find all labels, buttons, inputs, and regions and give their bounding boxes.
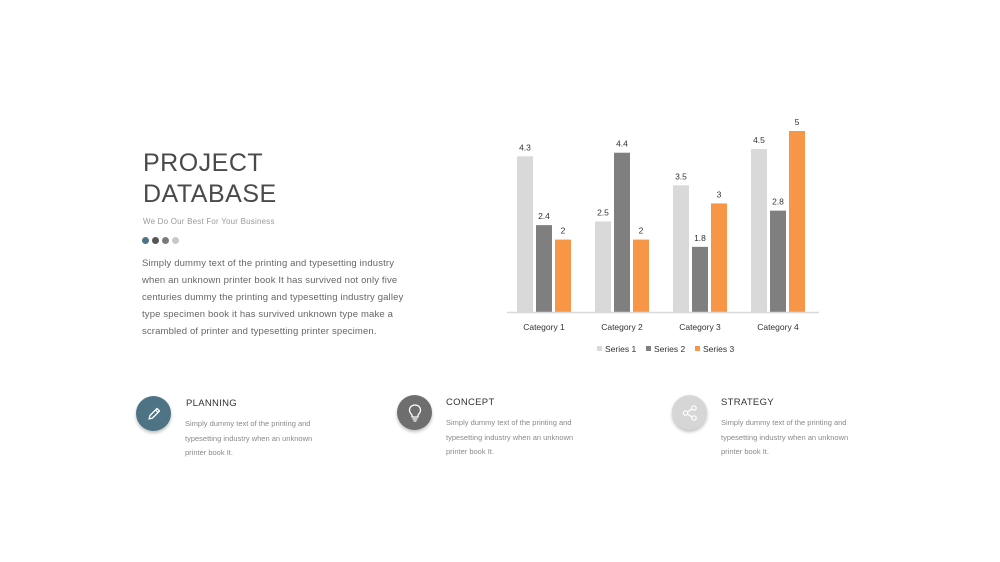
bar-1-1	[517, 156, 533, 312]
bar-4-2	[770, 210, 786, 312]
concept-icon-circle	[397, 395, 432, 430]
data-label-1-3: 2	[561, 226, 566, 236]
data-label-3-1: 3.5	[675, 171, 687, 181]
data-label-1-2: 2.4	[538, 211, 550, 221]
data-label-4-3: 5	[795, 117, 800, 127]
planning-icon-circle	[136, 396, 171, 431]
bar-2-2	[614, 152, 630, 312]
legend-swatch-2	[646, 346, 651, 351]
planning-description: Simply dummy text of the printing and ty…	[185, 419, 313, 457]
bar-1-3	[555, 239, 571, 312]
page-subtitle: We Do Our Best For Your Business	[143, 217, 275, 226]
legend-label-2: Series 2	[654, 344, 685, 354]
bar-3-3	[711, 203, 727, 312]
strategy-description: Simply dummy text of the printing and ty…	[721, 418, 849, 456]
dot-4	[172, 237, 179, 244]
legend-swatch-1	[597, 346, 602, 351]
strategy-title: STRATEGY	[721, 397, 774, 408]
legend-label-3: Series 3	[703, 344, 734, 354]
pencil-icon	[147, 407, 160, 420]
data-label-3-3: 3	[717, 189, 722, 199]
category-label-4: Category 4	[757, 322, 799, 332]
bar-2-3	[633, 239, 649, 312]
decorative-dots	[142, 237, 179, 244]
category-label-3: Category 3	[679, 322, 721, 332]
bar-2-1	[595, 221, 611, 312]
bar-3-1	[673, 185, 689, 312]
bar-chart: 4.3 2.4 2 Category 1 2.5 4.4 2 Category 2 3.5 1.8…	[507, 117, 819, 354]
concept-title: CONCEPT	[446, 397, 495, 408]
page-title: PROJECT DATABASE	[143, 148, 277, 210]
legend-swatch-3	[695, 346, 700, 351]
bar-3-2	[692, 246, 708, 312]
bar-4-3	[789, 131, 805, 312]
bar-1-2	[536, 225, 552, 312]
category-label-2: Category 2	[601, 322, 643, 332]
bar-4-1	[751, 149, 767, 312]
data-label-2-1: 2.5	[597, 208, 609, 218]
data-label-2-2: 4.4	[616, 139, 628, 149]
legend-label-1: Series 1	[605, 344, 636, 354]
data-label-4-2: 2.8	[772, 197, 784, 207]
dot-1	[142, 237, 149, 244]
description-paragraph: Simply dummy text of the printing and ty…	[142, 258, 404, 337]
planning-title: PLANNING	[186, 398, 237, 409]
data-label-4-1: 4.5	[753, 135, 765, 145]
title-line-2: DATABASE	[143, 180, 277, 208]
dot-3	[162, 237, 169, 244]
concept-description: Simply dummy text of the printing and ty…	[446, 418, 574, 456]
data-label-2-3: 2	[639, 226, 644, 236]
data-label-3-2: 1.8	[694, 233, 706, 243]
category-label-1: Category 1	[523, 322, 565, 332]
title-line-1: PROJECT	[143, 149, 264, 177]
strategy-icon-circle	[672, 395, 707, 430]
data-label-1-1: 4.3	[519, 142, 531, 152]
lightbulb-icon	[408, 403, 421, 422]
share-icon	[682, 404, 697, 421]
dot-2	[152, 237, 159, 244]
